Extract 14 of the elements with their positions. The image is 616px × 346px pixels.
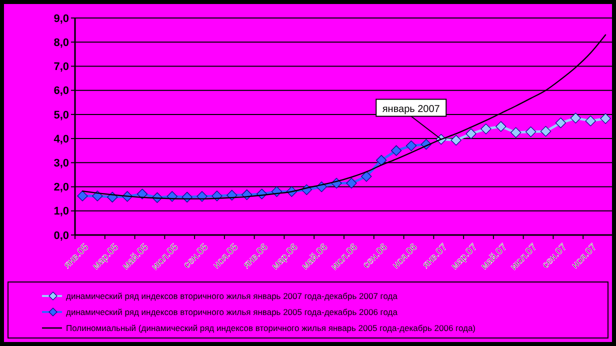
y-tick-label: 0,0 bbox=[54, 230, 69, 242]
y-tick-label: 5,0 bbox=[54, 109, 69, 122]
y-tick-label: 6,0 bbox=[54, 85, 69, 98]
y-tick-label: 4,0 bbox=[54, 133, 69, 146]
annotation: январь 2007 bbox=[382, 104, 440, 115]
y-tick-label: 1,0 bbox=[54, 206, 69, 218]
y-tick-label: 7,0 bbox=[54, 61, 69, 74]
y-tick-label: 8,0 bbox=[54, 36, 69, 49]
y-tick-label: 9,0 bbox=[54, 12, 69, 25]
legend-label: динамический ряд индексов вторичного жилья январь 2007 года-декабрь 2007 года bbox=[66, 290, 398, 301]
legend-label: динамический ряд индексов вторичного жилья январь 2005 года-декабрь 2006 года bbox=[66, 306, 398, 317]
y-tick-label: 2,0 bbox=[54, 182, 69, 194]
y-tick-label: 3,0 bbox=[54, 158, 69, 170]
legend-label: Полиномиальный (динамический ряд индексов вторичного жилья январь 2005 года-декабрь 2006 года) bbox=[66, 322, 476, 333]
